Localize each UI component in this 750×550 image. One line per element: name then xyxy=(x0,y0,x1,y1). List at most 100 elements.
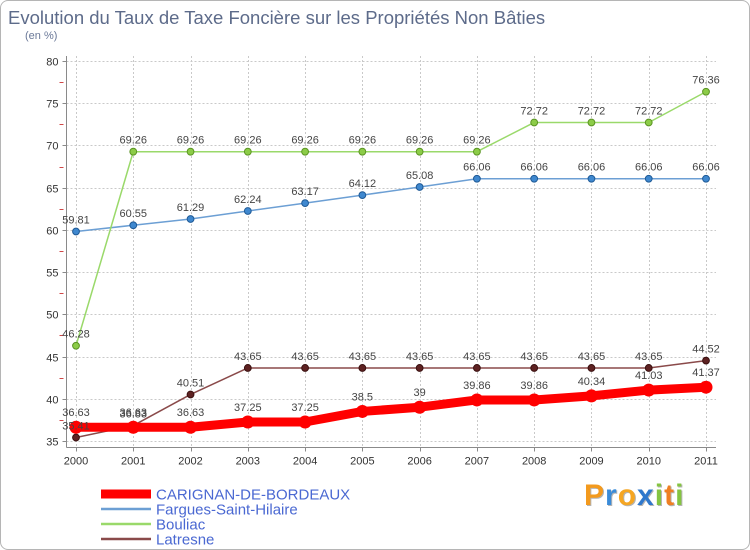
legend-label-latresne: Latresne xyxy=(156,532,214,549)
logo-letter-x: x xyxy=(637,479,655,512)
point-bouliac-2009 xyxy=(587,118,596,127)
y-tick-label-80: 80 xyxy=(46,57,58,69)
series-line-latresne xyxy=(75,359,707,439)
data-label-carignan-de-bordeaux-2002: 36.63 xyxy=(177,407,205,419)
point-bouliac-2002 xyxy=(186,147,195,156)
x-tick-label-2002: 2002 xyxy=(178,456,202,468)
data-label-bouliac-2004: 69.26 xyxy=(291,135,319,147)
x-tick-label-2010: 2010 xyxy=(636,456,660,468)
y-tick-label-65: 65 xyxy=(46,184,58,196)
point-fargues-saint-hilaire-2002 xyxy=(186,215,195,223)
point-carignan-de-bordeaux-2008 xyxy=(527,393,541,407)
point-bouliac-2000 xyxy=(72,341,80,350)
point-carignan-de-bordeaux-2003 xyxy=(241,415,255,429)
data-label-bouliac-2010: 72.72 xyxy=(635,105,663,117)
point-latresne-2008 xyxy=(530,364,539,372)
point-fargues-saint-hilaire-2006 xyxy=(415,183,424,191)
logo-letter-r: r xyxy=(605,479,618,512)
legend-item-carignan-de-bordeaux: CARIGNAN-DE-BORDEAUX xyxy=(101,487,350,504)
point-fargues-saint-hilaire-2008 xyxy=(530,174,539,183)
legend-item-fargues-saint-hilaire: Fargues-Saint-Hilaire xyxy=(101,502,298,519)
data-label-latresne-2002: 40.51 xyxy=(177,377,205,389)
series-carignan-de-bordeaux xyxy=(69,380,713,434)
point-latresne-2002 xyxy=(186,390,195,399)
x-tick-label-2003: 2003 xyxy=(236,456,260,468)
point-bouliac-2011 xyxy=(702,87,710,96)
y-tick-label-50: 50 xyxy=(46,310,58,322)
data-label-latresne-2007: 43.65 xyxy=(463,351,491,363)
y-tick-label-60: 60 xyxy=(46,226,58,238)
point-fargues-saint-hilaire-2000 xyxy=(72,227,80,236)
data-label-fargues-saint-hilaire-2000: 59.81 xyxy=(62,214,90,226)
data-label-bouliac-2008: 72.72 xyxy=(520,105,548,117)
x-tick-label-2001: 2001 xyxy=(121,456,145,468)
x-tick-label-2011: 2011 xyxy=(694,456,718,468)
legend-label-bouliac: Bouliac xyxy=(156,517,206,534)
point-carignan-de-bordeaux-2004 xyxy=(298,415,312,429)
point-fargues-saint-hilaire-2009 xyxy=(587,174,596,183)
data-label-carignan-de-bordeaux-2007: 39.86 xyxy=(463,380,491,392)
data-label-fargues-saint-hilaire-2011: 66.06 xyxy=(692,162,720,174)
point-fargues-saint-hilaire-2005 xyxy=(358,191,367,199)
series-line-fargues-saint-hilaire xyxy=(75,177,707,233)
series-line-carignan-de-bordeaux xyxy=(71,382,711,432)
data-label-latresne-2008: 43.65 xyxy=(520,351,548,363)
data-label-carignan-de-bordeaux-2008: 39.86 xyxy=(520,380,548,392)
point-carignan-de-bordeaux-2009 xyxy=(584,389,598,403)
data-label-bouliac-2001: 69.26 xyxy=(120,135,148,147)
y-tick-label-70: 70 xyxy=(46,141,58,153)
point-fargues-saint-hilaire-2011 xyxy=(702,174,710,183)
point-fargues-saint-hilaire-2003 xyxy=(243,207,252,215)
point-carignan-de-bordeaux-2005 xyxy=(355,404,369,418)
data-label-latresne-2010: 43.65 xyxy=(635,351,663,363)
point-carignan-de-bordeaux-2006 xyxy=(413,400,427,414)
data-label-fargues-saint-hilaire-2005: 64.12 xyxy=(349,178,377,190)
logo-letter-i: i xyxy=(654,479,665,512)
y-tick-label-45: 45 xyxy=(46,353,58,365)
data-label-fargues-saint-hilaire-2001: 60.55 xyxy=(120,208,148,220)
data-label-fargues-saint-hilaire-2006: 65.08 xyxy=(406,170,434,182)
data-label-fargues-saint-hilaire-2009: 66.06 xyxy=(578,162,606,174)
y-tick-label-35: 35 xyxy=(46,437,58,449)
data-label-fargues-saint-hilaire-2002: 61.29 xyxy=(177,202,205,214)
point-carignan-de-bordeaux-2007 xyxy=(470,393,484,407)
legend: CARIGNAN-DE-BORDEAUXFargues-Saint-Hilair… xyxy=(101,487,350,549)
x-tick-label-2006: 2006 xyxy=(407,456,431,468)
data-label-latresne-2001: 36.83 xyxy=(120,409,148,421)
logo-letter-t: t xyxy=(664,479,676,512)
data-label-carignan-de-bordeaux-2010: 41.03 xyxy=(635,370,663,382)
data-label-bouliac-2007: 69.26 xyxy=(463,135,491,147)
point-bouliac-2004 xyxy=(301,147,309,156)
series-layer xyxy=(69,87,713,442)
point-bouliac-2007 xyxy=(473,147,481,156)
point-carignan-de-bordeaux-2011 xyxy=(699,380,713,394)
logo-letter-p: P xyxy=(584,479,606,512)
x-tick-label-2009: 2009 xyxy=(579,456,603,468)
legend-item-latresne: Latresne xyxy=(101,532,214,549)
point-latresne-2010 xyxy=(644,364,653,372)
point-bouliac-2001 xyxy=(129,147,138,156)
point-bouliac-2006 xyxy=(415,147,424,156)
data-label-carignan-de-bordeaux-2000: 36.63 xyxy=(62,407,90,419)
x-tick-label-2008: 2008 xyxy=(522,456,546,468)
series-fargues-saint-hilaire xyxy=(72,174,710,236)
point-latresne-2000 xyxy=(72,433,80,442)
data-label-fargues-saint-hilaire-2007: 66.06 xyxy=(463,162,491,174)
y-tick-label-40: 40 xyxy=(46,395,58,407)
point-bouliac-2005 xyxy=(358,147,367,156)
data-labels-layer: 36.63 36.63 36.63 37.25 37.25 38.5 39 39.86 39.8… xyxy=(62,75,720,433)
data-label-latresne-2005: 43.65 xyxy=(349,351,377,363)
point-bouliac-2003 xyxy=(243,147,252,156)
legend-item-bouliac: Bouliac xyxy=(101,517,206,534)
point-carignan-de-bordeaux-2000 xyxy=(69,420,83,434)
data-label-bouliac-2005: 69.26 xyxy=(349,135,377,147)
data-label-bouliac-2011: 76.36 xyxy=(692,75,720,87)
point-bouliac-2010 xyxy=(644,118,653,127)
point-fargues-saint-hilaire-2010 xyxy=(644,174,653,183)
point-latresne-2009 xyxy=(587,364,596,372)
chart-title: Evolution du Taux de Taxe Foncière sur l… xyxy=(8,7,546,28)
proxiti-logo: Proxiti xyxy=(584,479,684,513)
data-label-fargues-saint-hilaire-2003: 62.24 xyxy=(234,194,262,206)
